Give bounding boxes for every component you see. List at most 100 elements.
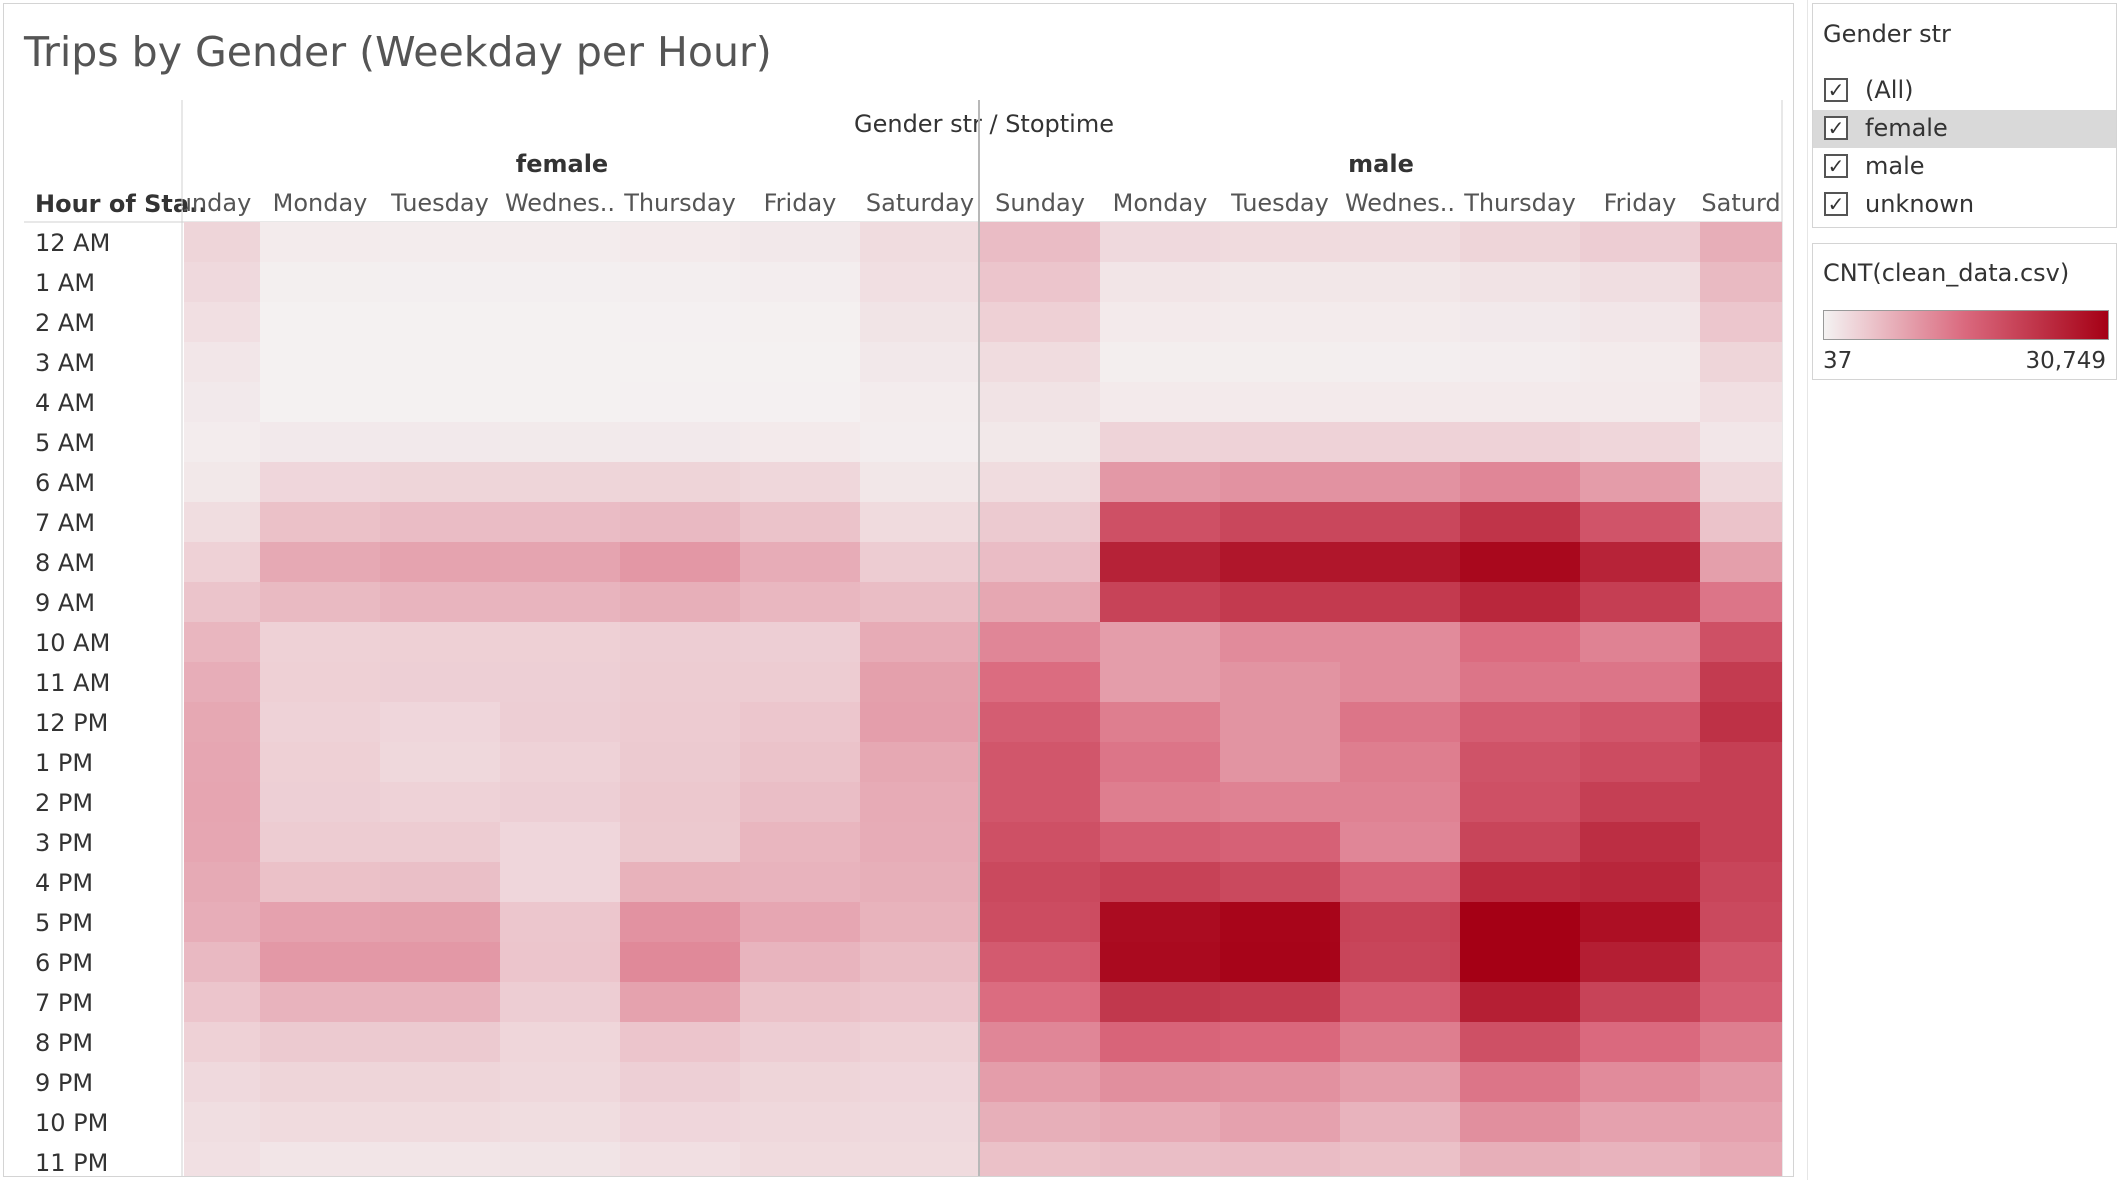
heatmap-cell[interactable] — [860, 702, 980, 742]
heatmap-cell[interactable] — [980, 222, 1100, 262]
heatmap-cell[interactable] — [860, 422, 980, 462]
heatmap-chart[interactable]: Gender str / Stoptime female male Hour of S… — [4, 4, 1793, 1176]
heatmap-cell[interactable] — [860, 742, 980, 782]
heatmap-cell[interactable] — [1580, 382, 1700, 422]
heatmap-cell[interactable] — [740, 1142, 860, 1176]
heatmap-cell[interactable] — [620, 702, 740, 742]
heatmap-cell[interactable] — [740, 822, 860, 862]
heatmap-cell[interactable] — [380, 862, 500, 902]
heatmap-cell[interactable] — [1460, 862, 1580, 902]
heatmap-cell[interactable] — [1220, 582, 1340, 622]
heatmap-cell[interactable] — [860, 502, 980, 542]
heatmap-cell[interactable] — [184, 782, 260, 822]
heatmap-cell[interactable] — [1700, 582, 1782, 622]
heatmap-cell[interactable] — [1460, 622, 1580, 662]
heatmap-cell[interactable] — [1580, 1142, 1700, 1176]
heatmap-cell[interactable] — [1700, 742, 1782, 782]
checkbox-checked-icon[interactable]: ✓ — [1824, 192, 1848, 216]
heatmap-cell[interactable] — [1580, 502, 1700, 542]
heatmap-cell[interactable] — [500, 622, 620, 662]
heatmap-cell[interactable] — [620, 502, 740, 542]
heatmap-cell[interactable] — [1580, 262, 1700, 302]
heatmap-cell[interactable] — [1100, 342, 1220, 382]
heatmap-cell[interactable] — [860, 1142, 980, 1176]
heatmap-cell[interactable] — [260, 902, 380, 942]
heatmap-cell[interactable] — [1700, 902, 1782, 942]
heatmap-cell[interactable] — [260, 542, 380, 582]
heatmap-cell[interactable] — [740, 382, 860, 422]
heatmap-cell[interactable] — [1100, 902, 1220, 942]
heatmap-cell[interactable] — [1580, 782, 1700, 822]
heatmap-cell[interactable] — [380, 902, 500, 942]
heatmap-cell[interactable] — [260, 862, 380, 902]
heatmap-cell[interactable] — [860, 862, 980, 902]
heatmap-cell[interactable] — [1460, 982, 1580, 1022]
heatmap-cell[interactable] — [1100, 982, 1220, 1022]
heatmap-cell[interactable] — [1340, 942, 1460, 982]
heatmap-cell[interactable] — [184, 1142, 260, 1176]
heatmap-cell[interactable] — [380, 742, 500, 782]
heatmap-cell[interactable] — [860, 942, 980, 982]
heatmap-cell[interactable] — [1100, 262, 1220, 302]
heatmap-cell[interactable] — [1700, 1022, 1782, 1062]
heatmap-cell[interactable] — [980, 462, 1100, 502]
heatmap-cell[interactable] — [1460, 1102, 1580, 1142]
heatmap-cell[interactable] — [500, 662, 620, 702]
heatmap-cell[interactable] — [500, 222, 620, 262]
heatmap-cell[interactable] — [184, 902, 260, 942]
heatmap-cell[interactable] — [620, 302, 740, 342]
heatmap-cell[interactable] — [1340, 262, 1460, 302]
heatmap-cell[interactable] — [620, 342, 740, 382]
checkbox-checked-icon[interactable]: ✓ — [1824, 116, 1848, 140]
heatmap-cell[interactable] — [620, 822, 740, 862]
heatmap-cell[interactable] — [1460, 542, 1580, 582]
heatmap-cell[interactable] — [1100, 542, 1220, 582]
heatmap-cell[interactable] — [380, 542, 500, 582]
heatmap-cell[interactable] — [1700, 462, 1782, 502]
heatmap-cell[interactable] — [1700, 822, 1782, 862]
heatmap-cell[interactable] — [860, 302, 980, 342]
heatmap-cell[interactable] — [740, 302, 860, 342]
heatmap-cell[interactable] — [260, 782, 380, 822]
heatmap-cell[interactable] — [1580, 862, 1700, 902]
heatmap-cell[interactable] — [1460, 422, 1580, 462]
heatmap-cell[interactable] — [1580, 982, 1700, 1022]
heatmap-cell[interactable] — [260, 422, 380, 462]
heatmap-cell[interactable] — [1220, 342, 1340, 382]
heatmap-cell[interactable] — [1580, 1022, 1700, 1062]
heatmap-cell[interactable] — [860, 982, 980, 1022]
heatmap-cell[interactable] — [620, 222, 740, 262]
heatmap-cell[interactable] — [1700, 942, 1782, 982]
heatmap-cell[interactable] — [1460, 822, 1580, 862]
heatmap-cell[interactable] — [1460, 382, 1580, 422]
heatmap-cell[interactable] — [1100, 742, 1220, 782]
heatmap-cell[interactable] — [860, 902, 980, 942]
heatmap-cell[interactable] — [980, 262, 1100, 302]
heatmap-cell[interactable] — [860, 1102, 980, 1142]
heatmap-cell[interactable] — [740, 582, 860, 622]
heatmap-cell[interactable] — [1340, 462, 1460, 502]
heatmap-cell[interactable] — [1580, 902, 1700, 942]
heatmap-cell[interactable] — [1580, 302, 1700, 342]
heatmap-cell[interactable] — [1100, 942, 1220, 982]
heatmap-cell[interactable] — [740, 342, 860, 382]
heatmap-cell[interactable] — [184, 702, 260, 742]
heatmap-cell[interactable] — [1220, 302, 1340, 342]
heatmap-cell[interactable] — [260, 1102, 380, 1142]
heatmap-cell[interactable] — [1340, 782, 1460, 822]
heatmap-cell[interactable] — [380, 582, 500, 622]
heatmap-cell[interactable] — [740, 222, 860, 262]
heatmap-cell[interactable] — [1460, 1062, 1580, 1102]
heatmap-cell[interactable] — [184, 862, 260, 902]
heatmap-cell[interactable] — [1700, 342, 1782, 382]
heatmap-cell[interactable] — [260, 462, 380, 502]
heatmap-cell[interactable] — [740, 262, 860, 302]
heatmap-cell[interactable] — [260, 1022, 380, 1062]
heatmap-cell[interactable] — [1700, 702, 1782, 742]
heatmap-cell[interactable] — [260, 1142, 380, 1176]
heatmap-cell[interactable] — [740, 1102, 860, 1142]
heatmap-cell[interactable] — [1580, 942, 1700, 982]
heatmap-cell[interactable] — [1220, 462, 1340, 502]
heatmap-cell[interactable] — [980, 862, 1100, 902]
heatmap-cell[interactable] — [1580, 422, 1700, 462]
